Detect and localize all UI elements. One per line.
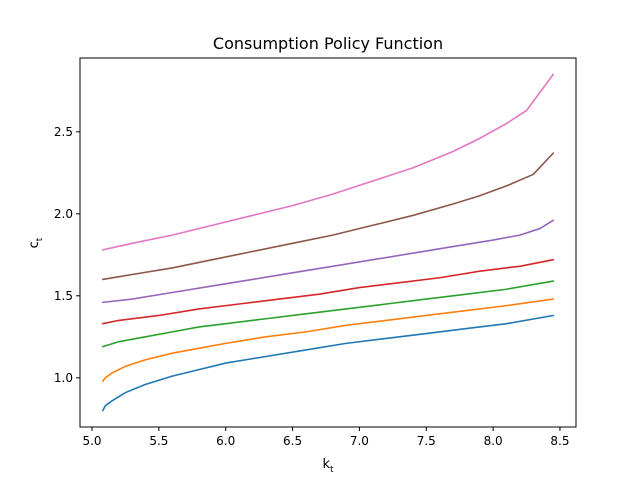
series-line-7 — [101, 73, 555, 251]
y-axis-label-sub: t — [35, 237, 45, 241]
y-tick-label: 2.0 — [54, 207, 73, 221]
x-tick-label: 7.0 — [350, 434, 369, 448]
series-line-4 — [101, 258, 555, 325]
y-tick-label: 1.5 — [54, 289, 73, 303]
x-tick-label: 7.5 — [417, 434, 436, 448]
series-line-2 — [101, 298, 555, 382]
x-axis-label-base: k — [322, 457, 330, 472]
series-layer — [101, 73, 555, 412]
x-tick-label: 8.0 — [484, 434, 503, 448]
series-line-1 — [101, 314, 555, 412]
x-tick-label: 5.5 — [149, 434, 168, 448]
y-axis-label-base: c — [27, 241, 42, 248]
x-axis-label: kt — [322, 457, 334, 475]
y-axis-label: ct — [27, 237, 45, 248]
x-tick-label: 8.5 — [550, 434, 569, 448]
x-axis-label-sub: t — [330, 465, 334, 475]
y-tick-label: 1.0 — [54, 371, 73, 385]
x-axis: 5.0 5.5 6.0 6.5 7.0 7.5 8.0 8.5 — [82, 427, 570, 448]
x-tick-label: 5.0 — [82, 434, 101, 448]
chart-title: Consumption Policy Function — [213, 34, 443, 53]
series-line-3 — [101, 280, 555, 348]
y-tick-label: 2.5 — [54, 125, 73, 139]
y-axis: 1.0 1.5 2.0 2.5 — [54, 125, 80, 385]
series-line-5 — [101, 219, 555, 304]
x-tick-label: 6.5 — [283, 434, 302, 448]
plot-frame — [79, 57, 577, 428]
x-tick-label: 6.0 — [216, 434, 235, 448]
series-line-6 — [101, 152, 555, 281]
plot-area — [80, 58, 576, 427]
